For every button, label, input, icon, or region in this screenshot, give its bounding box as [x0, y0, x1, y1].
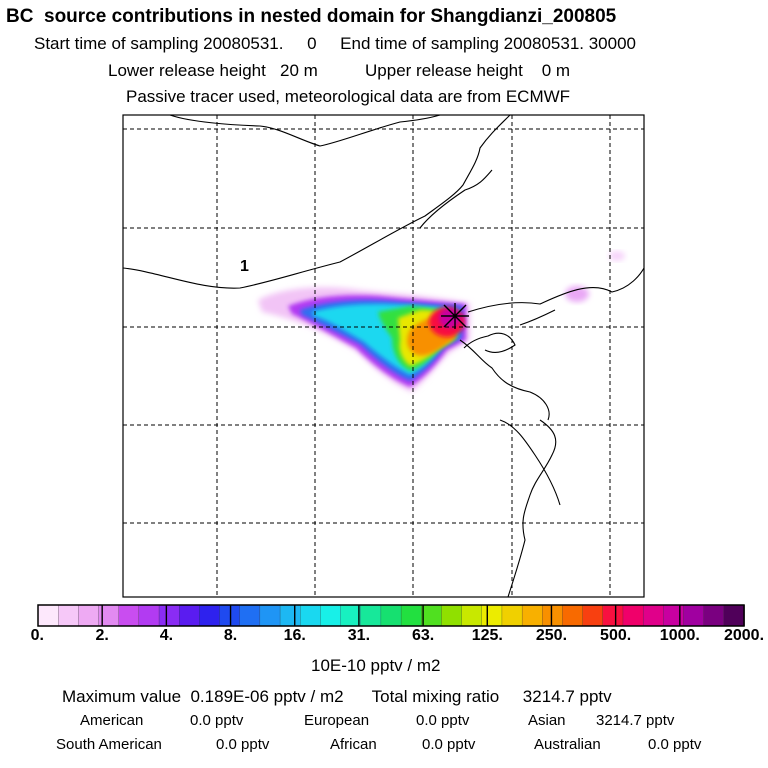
graticule	[123, 115, 644, 597]
colorbar-cell	[78, 604, 100, 627]
contour-label: 1	[240, 258, 249, 275]
region-value: 0.0 pptv	[422, 736, 476, 753]
colorbar-tick-label: 63.	[411, 627, 435, 644]
colorbar-tick-label: 16.	[283, 627, 306, 644]
region-value: 0.0 pptv	[416, 712, 470, 729]
colorbar-tick-label: 4.	[159, 627, 174, 644]
colorbar-cell	[37, 604, 59, 627]
colorbar	[37, 604, 745, 627]
receptor-marker	[441, 303, 469, 329]
colorbar-cell	[562, 604, 584, 627]
colorbar-cell	[521, 604, 544, 627]
colorbar-tick-label: 0.	[30, 627, 45, 644]
colorbar-cell	[400, 604, 423, 627]
colorbar-major-ticks	[101, 605, 681, 626]
plume-field	[258, 251, 625, 392]
colorbar-cell	[380, 604, 402, 627]
colorbar-cell	[118, 604, 140, 627]
region-name: Australian	[534, 736, 601, 753]
region-name: African	[330, 736, 377, 753]
colorbar-cell	[158, 604, 180, 627]
colorbar-tick-label: 2.	[95, 627, 109, 644]
colorbar-cell	[279, 604, 301, 627]
max-value-line: Maximum value 0.189E-06 pptv / m2 Total …	[62, 688, 612, 705]
figure-title: BC source contributions in nested domain…	[6, 6, 617, 27]
colorbar-cell	[642, 604, 665, 627]
colorbar-cell	[602, 604, 624, 627]
max-value: Maximum value 0.189E-06 pptv / m2	[62, 687, 344, 706]
colorbar-cell	[300, 604, 322, 627]
colorbar-cell	[199, 604, 221, 627]
colorbar-tick-label: 125.	[471, 627, 503, 644]
colorbar-tick-label: 1000.	[659, 627, 700, 644]
region-value: 0.0 pptv	[216, 736, 270, 753]
map-frame	[122, 114, 645, 598]
region-name: European	[304, 712, 370, 729]
colorbar-cell	[259, 604, 281, 627]
colorbar-cell	[179, 604, 201, 627]
sampling-times: Start time of sampling 20080531. 0 End t…	[34, 34, 636, 53]
colorbar-cell	[138, 604, 160, 627]
colorbar-cell	[421, 604, 443, 627]
region-value: 3214.7 pptv	[596, 712, 675, 729]
colorbar-cells	[37, 604, 745, 627]
colorbar-cell	[683, 604, 705, 627]
colorbar-cell	[622, 604, 644, 627]
tracer-info: Passive tracer used, meteorological data…	[126, 87, 571, 106]
region-name: Asian	[528, 712, 566, 729]
region-value: 0.0 pptv	[648, 736, 702, 753]
colorbar-cell	[441, 604, 463, 627]
total-mixing-ratio: Total mixing ratio 3214.7 pptv	[371, 687, 612, 706]
colorbar-cell	[481, 604, 503, 627]
colorbar-tick-label: 31.	[347, 627, 371, 644]
colorbar-cell	[360, 604, 382, 627]
colorbar-cell	[320, 604, 342, 627]
colorbar-cell	[703, 604, 725, 627]
colorbar-cell	[663, 604, 685, 627]
colorbar-cell	[723, 604, 745, 627]
colorbar-cell	[461, 604, 483, 627]
colorbar-cell	[582, 604, 604, 627]
colorbar-tick-label: 250.	[535, 627, 568, 644]
region-name: South American	[56, 736, 162, 753]
release-heights: Lower release height 20 m Upper release …	[108, 61, 571, 80]
region-value: 0.0 pptv	[190, 712, 244, 729]
colorbar-tick-label: 500.	[600, 627, 632, 644]
colorbar-cell	[501, 604, 523, 627]
region-name: American	[80, 712, 144, 729]
colorbar-tick-label: 2000.	[723, 627, 765, 644]
colorbar-cell	[542, 604, 564, 627]
colorbar-units: 10E-10 pptv / m2	[311, 656, 441, 675]
colorbar-tick-label: 8.	[223, 627, 238, 644]
colorbar-cell	[58, 604, 80, 627]
colorbar-frame	[37, 604, 745, 627]
colorbar-cell	[239, 604, 261, 627]
